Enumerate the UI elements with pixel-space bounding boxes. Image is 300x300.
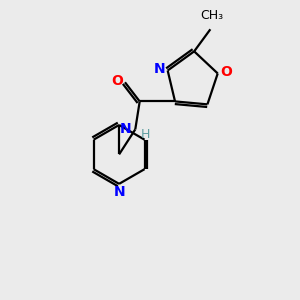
Text: O: O bbox=[220, 65, 232, 79]
Text: N: N bbox=[120, 122, 132, 136]
Text: N: N bbox=[154, 62, 165, 76]
Text: O: O bbox=[111, 74, 123, 88]
Text: CH₃: CH₃ bbox=[200, 9, 224, 22]
Text: N: N bbox=[113, 185, 125, 199]
Text: H: H bbox=[141, 128, 150, 141]
